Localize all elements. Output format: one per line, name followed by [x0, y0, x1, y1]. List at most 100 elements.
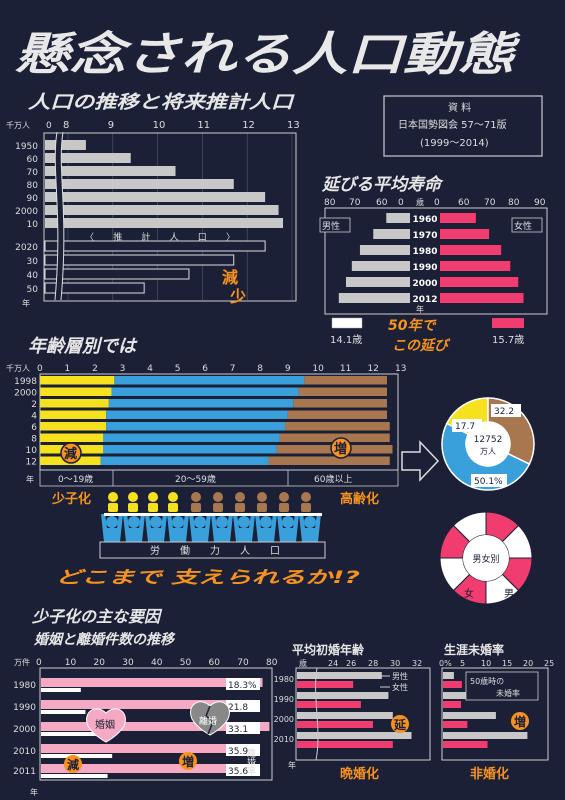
life-male-gain: 14.1歳 [330, 334, 362, 346]
source-box: 資 料 日本国勢図会 57〜71版 (1999〜2014) [383, 95, 543, 157]
age-tick: 1 [65, 364, 71, 374]
divorce-bar [41, 732, 116, 736]
life-male-bar [345, 277, 410, 287]
donut1-center-unit: 万人 [480, 447, 496, 456]
unmarried-axis-ticks: 0% 5 10 15 20 25 [439, 659, 554, 668]
population-tick: 11 [197, 120, 210, 131]
age-group-mid: 20〜59歳 [175, 473, 216, 485]
life-year-unit: 年 [416, 304, 424, 314]
firstmarriage-female-bar [297, 681, 354, 688]
firstmarriage-tick: 30 [390, 659, 400, 668]
rate-label: 35.6 [228, 767, 248, 777]
age-group-young: 0〜19歳 [58, 473, 93, 485]
unmarried-male-bar [443, 692, 467, 699]
person-head [148, 492, 158, 502]
source-heading: 資 料 [448, 101, 471, 114]
person-head [128, 492, 138, 502]
firstmarriage-category: 2010 [274, 735, 294, 744]
worker-head [304, 516, 316, 528]
worker-body [233, 514, 255, 542]
rate-label: 35.9 [228, 747, 248, 757]
factors-year-unit: 年 [30, 787, 38, 797]
firstmarriage-unit: 歳 [299, 658, 307, 668]
age-category: 6 [31, 423, 37, 433]
population-bar [44, 268, 190, 280]
person-head [257, 492, 267, 502]
life-female-gain-swatch [492, 318, 524, 328]
age-tick: 4 [147, 364, 153, 374]
donut1-label-bg [471, 474, 507, 487]
population-bar [45, 218, 284, 228]
age-segment [293, 399, 387, 408]
age-segment [287, 410, 387, 419]
worker-head [106, 516, 118, 528]
age-segment [268, 456, 390, 465]
unmarried-title: 生涯未婚率 [444, 642, 504, 657]
factors-subtitle: 婚姻と離婚件数の推移 [33, 631, 176, 648]
factors-tick: 30 [122, 658, 134, 668]
life-category: 1980 [412, 247, 437, 257]
population-bar [45, 166, 176, 176]
firstmarriage-categories: 1980 1990 2000 2010 [274, 675, 294, 744]
life-male-bar [351, 261, 410, 271]
life-right-tick: 0 [434, 198, 440, 208]
population-category: 1950 [15, 142, 38, 152]
firstmarriage-bars [297, 672, 412, 748]
life-axis-ticks: 80 70 60 0 0 60 70 80 90 [324, 198, 546, 208]
age-segment [40, 433, 104, 442]
age-segment [40, 422, 107, 431]
life-male-bar [373, 229, 410, 239]
donut1-label: 50.1% [474, 477, 503, 487]
marriage-bar [41, 700, 248, 709]
age-unit: 千万人 [6, 363, 30, 373]
rate-label: 33.1 [228, 725, 248, 735]
factors-axis-ticks: 0 10 20 30 40 50 60 70 80 [36, 658, 278, 668]
population-title: 人口の推移と将来推計人口 [28, 92, 295, 113]
age-tick: 6 [202, 364, 208, 374]
firstmarriage-tick: 24 [328, 659, 338, 668]
unmarried-tick: 15 [502, 659, 512, 668]
rate-label-bg [226, 700, 260, 712]
firstmarriage-legend: 男性 女性 [380, 671, 408, 692]
firstmarriage-female-bar [297, 701, 361, 708]
age-segment [100, 456, 269, 465]
factors-tick: 50 [180, 658, 192, 668]
worker-body [101, 514, 123, 542]
age-segment [108, 399, 294, 408]
age-segment [40, 399, 109, 408]
marriage-bar [41, 744, 242, 753]
life-male-bar [359, 245, 410, 255]
factors-title: 少子化の主な要因 [32, 607, 163, 626]
life-male-gain-swatch [331, 317, 363, 329]
firstmarriage-category: 1990 [274, 695, 294, 704]
person-body [235, 503, 245, 512]
person-body [108, 503, 118, 512]
firstmarriage-category: 1980 [274, 675, 294, 684]
age-segment [114, 376, 305, 385]
life-female-bar [440, 213, 476, 223]
person-head [235, 492, 245, 502]
population-bar [44, 240, 266, 252]
population-bar [45, 179, 234, 189]
worker-body [299, 514, 321, 542]
age-stacked-bars [40, 376, 393, 465]
worker-body [277, 514, 299, 542]
unmarried-frame [441, 667, 549, 761]
factors-badge-decrease: 減 [67, 757, 79, 772]
worker-head [238, 516, 250, 528]
donut2-female-label: 女 [464, 587, 474, 600]
donut1-label: 32.2 [494, 407, 514, 417]
population-bar [45, 140, 86, 150]
factors-badge-increase: 増 [182, 754, 194, 769]
donut2-hole [463, 535, 509, 581]
population-decrease-label: 減 [222, 268, 238, 287]
donut-age-share: 17.7 32.2 50.1% 12752 万人 [441, 397, 535, 491]
life-left-tick: 70 [349, 198, 361, 208]
worker-body [189, 514, 211, 542]
age-segment [103, 433, 280, 442]
life-male-label: 男性 [322, 220, 340, 232]
life-right-tick: 60 [458, 198, 470, 208]
population-category: 60 [27, 155, 39, 165]
person-body [148, 503, 158, 512]
